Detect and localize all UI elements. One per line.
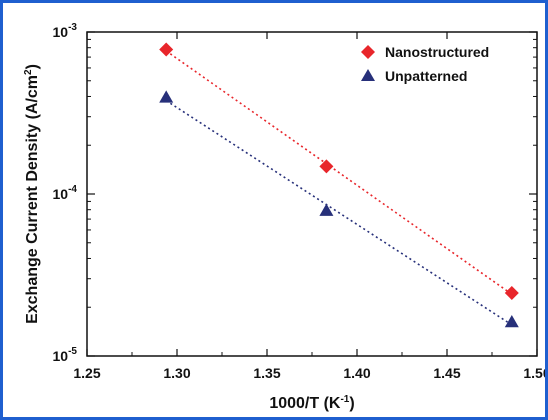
y-tick-label: 10-5 (53, 346, 78, 364)
x-tick-label: 1.40 (343, 365, 370, 381)
legend-label: Nanostructured (385, 44, 489, 60)
fit-line-0 (165, 50, 513, 295)
y-axis-title: Exchange Current Density (A/cm2) (23, 64, 41, 324)
legend-marker-triangle (361, 69, 375, 81)
x-tick-label: 1.30 (163, 365, 190, 381)
legend-label: Unpatterned (385, 68, 467, 84)
y-tick-label: 10-4 (53, 184, 78, 202)
legend-marker-diamond (361, 45, 375, 59)
data-points (159, 42, 519, 328)
data-point-triangle (504, 315, 519, 328)
data-point-diamond (319, 159, 334, 174)
y-ticks: 10-5 10-4 10-3 (53, 22, 537, 364)
x-tick-label: 1.35 (253, 365, 280, 381)
fit-line-1 (165, 99, 513, 326)
data-point-diamond (159, 42, 174, 57)
x-tick-label: 1.25 (73, 365, 100, 381)
x-axis-title: 1000/T (K-1) (269, 394, 354, 412)
legend: Nanostructured Unpatterned (361, 44, 489, 84)
x-ticks: 1.25 1.30 1.35 1.40 1.45 1.50 (73, 32, 545, 381)
data-point-triangle (159, 90, 174, 103)
chart: 1.25 1.30 1.35 1.40 1.45 1.50 10-5 10-4 10-3 Na… (23, 22, 545, 412)
x-tick-label: 1.45 (433, 365, 460, 381)
x-tick-label: 1.50 (523, 365, 545, 381)
data-point-triangle (319, 203, 334, 216)
y-tick-label: 10-3 (53, 22, 78, 40)
fit-lines (165, 50, 513, 326)
plot-area (86, 31, 538, 357)
data-point-diamond (504, 285, 519, 300)
